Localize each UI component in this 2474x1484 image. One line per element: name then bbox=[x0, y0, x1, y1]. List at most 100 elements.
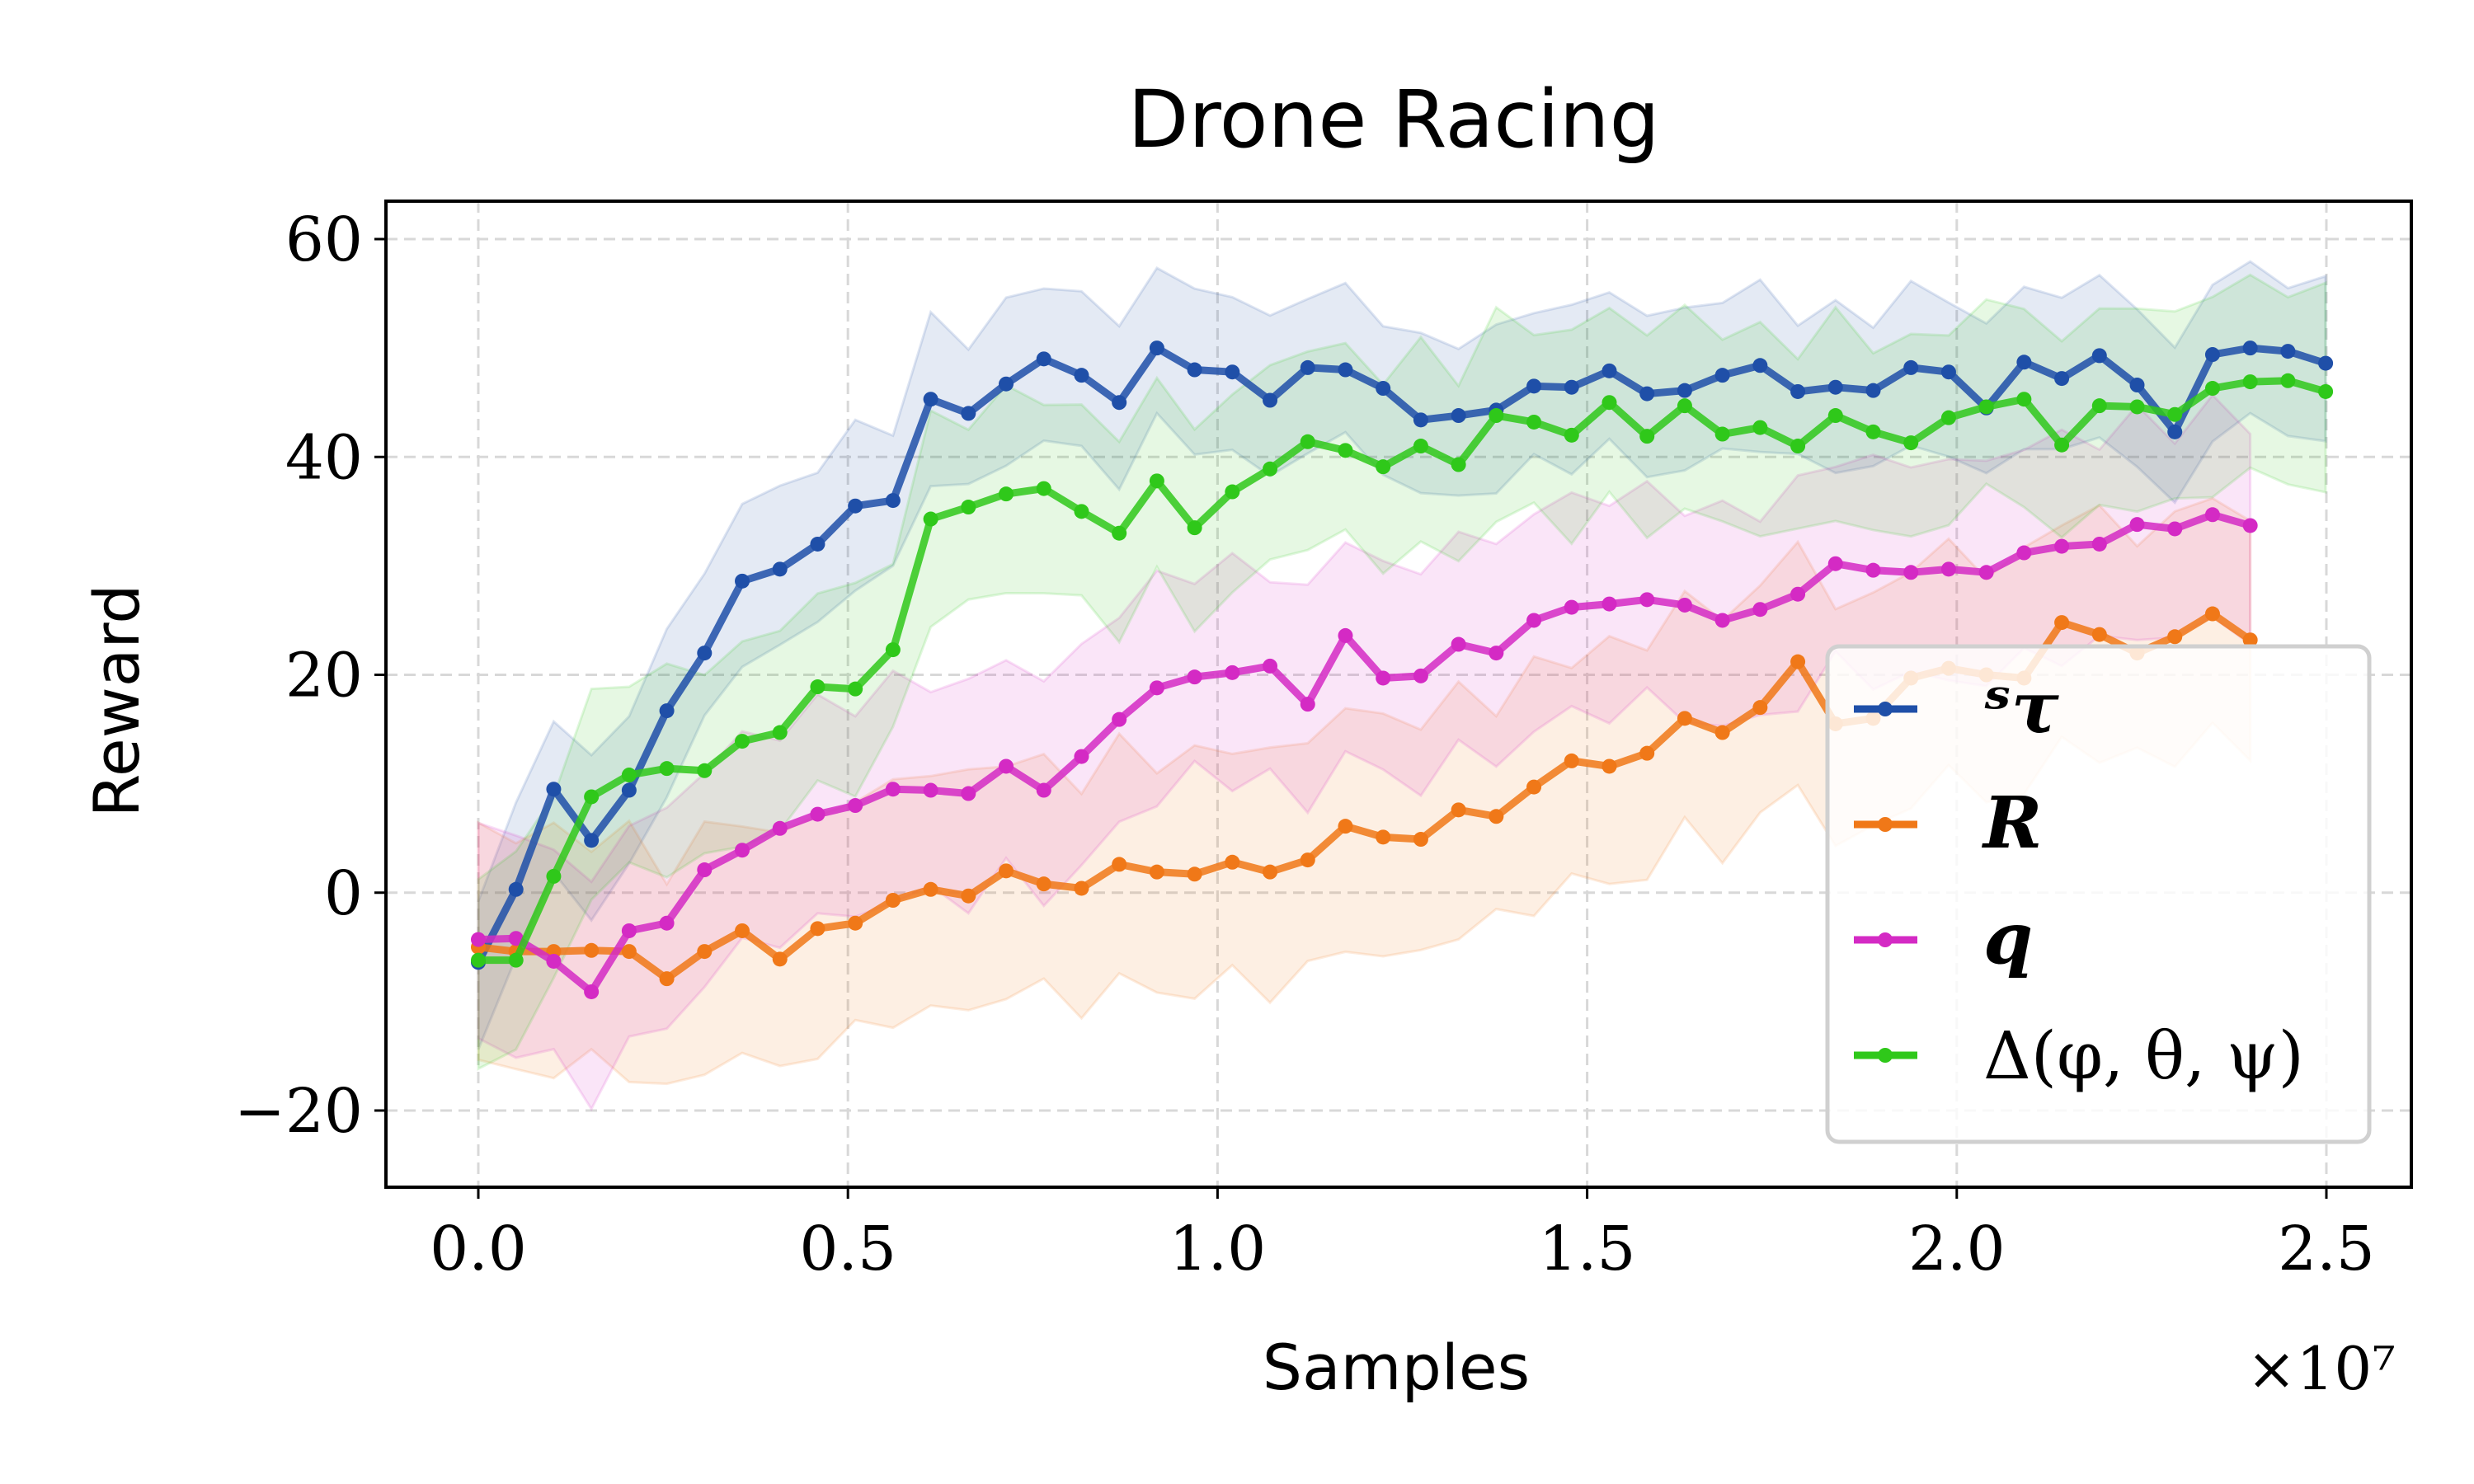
data-point bbox=[2054, 371, 2070, 387]
data-point bbox=[2167, 521, 2183, 537]
data-point bbox=[2054, 538, 2070, 554]
data-point bbox=[1112, 525, 1127, 541]
x-tick-label: 0.5 bbox=[799, 1214, 896, 1284]
data-point bbox=[1639, 429, 1655, 444]
data-point bbox=[2242, 374, 2258, 390]
data-point bbox=[621, 782, 637, 798]
data-point bbox=[508, 952, 524, 968]
data-point bbox=[961, 786, 976, 801]
data-point bbox=[1865, 562, 1881, 578]
data-point bbox=[2016, 545, 2032, 561]
y-tick-label: 60 bbox=[285, 204, 363, 275]
data-point bbox=[2091, 627, 2107, 642]
data-point bbox=[1677, 597, 1692, 613]
data-point bbox=[1376, 829, 1391, 845]
data-point bbox=[923, 392, 938, 407]
data-point bbox=[1451, 636, 1466, 652]
data-point bbox=[961, 888, 976, 904]
x-tick-label: 1.5 bbox=[1539, 1214, 1636, 1284]
data-point bbox=[1865, 424, 1881, 439]
data-point bbox=[735, 843, 750, 858]
data-point bbox=[1451, 457, 1466, 472]
data-point bbox=[999, 758, 1014, 774]
data-point bbox=[1187, 866, 1202, 882]
data-point bbox=[1036, 481, 1051, 496]
data-point bbox=[1903, 435, 1919, 451]
chart-title: Drone Racing bbox=[1127, 73, 1659, 166]
data-point bbox=[772, 820, 788, 836]
data-point bbox=[848, 915, 863, 931]
data-point bbox=[1413, 412, 1428, 428]
data-point bbox=[735, 923, 750, 938]
data-point bbox=[2242, 340, 2258, 356]
data-point bbox=[1903, 565, 1919, 580]
data-point bbox=[1036, 782, 1051, 798]
data-point bbox=[1225, 364, 1240, 380]
data-point bbox=[1187, 520, 1202, 536]
data-point bbox=[1413, 439, 1428, 454]
x-tick-label: 0.0 bbox=[430, 1214, 527, 1284]
data-point bbox=[1752, 358, 1768, 373]
data-point bbox=[1338, 362, 1353, 378]
data-point bbox=[1940, 410, 1956, 425]
series-lines bbox=[471, 340, 2334, 999]
data-point bbox=[1602, 758, 1617, 774]
data-point bbox=[772, 561, 788, 577]
data-point bbox=[2204, 381, 2220, 397]
data-point bbox=[1376, 459, 1391, 475]
legend-label: ˢτ bbox=[1983, 666, 2059, 749]
data-point bbox=[1376, 381, 1391, 397]
data-point bbox=[1451, 802, 1466, 818]
data-point bbox=[697, 944, 713, 960]
legend: ˢτ Rq Δ(φ, θ, ψ) bbox=[1825, 644, 2372, 1144]
data-point bbox=[1827, 556, 1843, 571]
data-point bbox=[1300, 697, 1315, 712]
ticks: 0.0 0.5 1.0 1.5 2.0 2.5 −20 0 20 40 60 bbox=[234, 204, 2375, 1284]
data-point bbox=[1263, 864, 1278, 880]
data-point bbox=[2280, 344, 2296, 359]
data-point bbox=[1074, 881, 1089, 896]
data-point bbox=[810, 806, 825, 822]
legend-marker bbox=[1878, 1048, 1893, 1063]
data-point bbox=[1639, 386, 1655, 402]
data-point bbox=[1149, 864, 1164, 880]
data-point bbox=[546, 953, 562, 969]
data-point bbox=[1790, 654, 1806, 669]
data-point bbox=[508, 881, 524, 897]
data-point bbox=[885, 642, 901, 658]
data-point bbox=[2318, 383, 2334, 399]
legend-marker bbox=[1878, 702, 1893, 716]
data-point bbox=[2167, 629, 2183, 645]
data-point bbox=[1149, 680, 1164, 696]
data-point bbox=[1338, 443, 1353, 458]
data-point bbox=[1903, 359, 1919, 375]
data-point bbox=[810, 679, 825, 695]
data-point bbox=[1187, 362, 1202, 378]
data-point bbox=[1714, 426, 1730, 442]
data-point bbox=[621, 944, 637, 960]
legend-label: Δ(φ, θ, ψ) bbox=[1983, 1017, 2304, 1094]
data-point bbox=[1564, 753, 1579, 768]
data-point bbox=[735, 734, 750, 749]
data-point bbox=[1112, 857, 1127, 872]
data-point bbox=[2280, 373, 2296, 388]
data-point bbox=[1639, 592, 1655, 608]
data-point bbox=[2016, 392, 2032, 407]
x-tick-label: 1.0 bbox=[1169, 1214, 1267, 1284]
data-point bbox=[546, 868, 562, 884]
data-point bbox=[471, 952, 486, 968]
data-point bbox=[1300, 852, 1315, 868]
data-point bbox=[961, 500, 976, 515]
data-point bbox=[999, 863, 1014, 879]
data-point bbox=[2091, 398, 2107, 414]
data-point bbox=[2016, 355, 2032, 370]
data-point bbox=[1149, 473, 1164, 489]
data-point bbox=[999, 376, 1014, 392]
data-point bbox=[584, 833, 600, 848]
y-tick-label: −20 bbox=[234, 1076, 363, 1147]
data-point bbox=[810, 921, 825, 937]
data-point bbox=[2129, 517, 2145, 533]
legend-label: q bbox=[1983, 897, 2033, 980]
data-point bbox=[1263, 392, 1278, 408]
